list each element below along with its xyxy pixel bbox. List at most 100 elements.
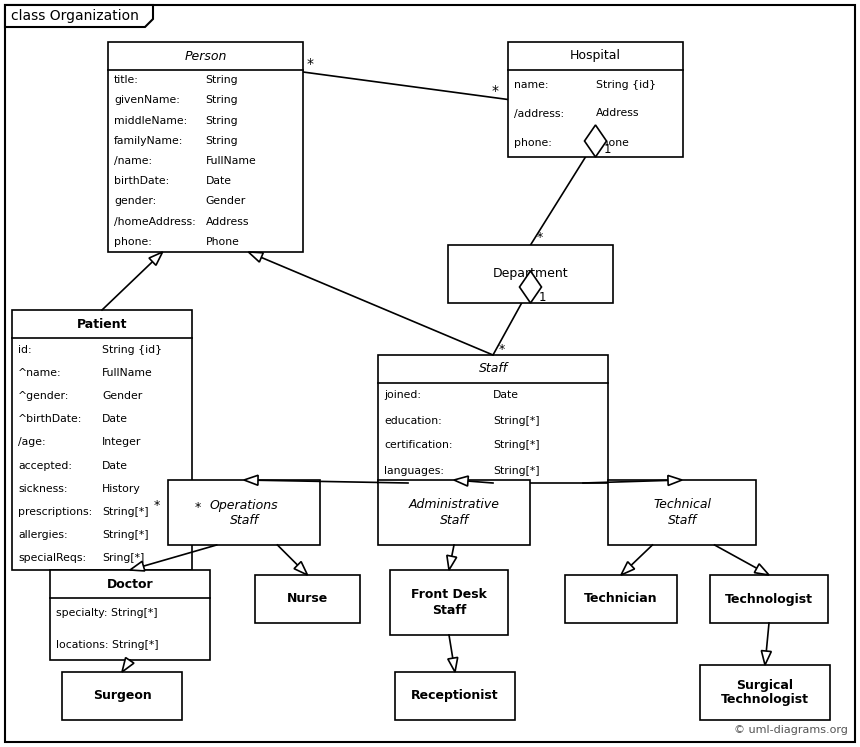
Text: birthDate:: birthDate:: [114, 176, 169, 186]
Text: Date: Date: [102, 461, 128, 471]
Polygon shape: [621, 562, 635, 575]
Text: /homeAddress:: /homeAddress:: [114, 217, 196, 226]
Text: Date: Date: [206, 176, 231, 186]
Text: class Organization: class Organization: [11, 9, 138, 23]
Polygon shape: [130, 561, 144, 571]
Text: Gender: Gender: [206, 196, 246, 206]
Text: name:: name:: [514, 79, 549, 90]
Text: /name:: /name:: [114, 156, 152, 166]
Text: 1: 1: [604, 143, 611, 156]
Text: Surgeon: Surgeon: [93, 689, 151, 702]
Text: String: String: [206, 96, 238, 105]
Text: String[*]: String[*]: [493, 465, 539, 476]
Text: Person: Person: [184, 49, 227, 63]
Polygon shape: [519, 271, 542, 303]
Text: Staff: Staff: [478, 362, 507, 376]
Bar: [12, 310, 192, 570]
Bar: [448, 245, 613, 303]
Text: String {id}: String {id}: [102, 344, 162, 355]
Text: Gender: Gender: [102, 391, 142, 401]
Text: Technician: Technician: [584, 592, 658, 606]
Bar: [378, 480, 530, 545]
Bar: [168, 480, 320, 545]
Text: prescriptions:: prescriptions:: [18, 507, 92, 517]
Polygon shape: [585, 125, 606, 157]
Text: certification:: certification:: [384, 441, 452, 450]
Text: Operations
Staff: Operations Staff: [210, 498, 279, 527]
Polygon shape: [447, 555, 457, 570]
Polygon shape: [454, 476, 469, 486]
Bar: [390, 570, 508, 635]
Text: String {id}: String {id}: [595, 79, 655, 90]
Text: sickness:: sickness:: [18, 484, 67, 494]
Polygon shape: [761, 651, 771, 665]
Text: 1: 1: [538, 291, 546, 304]
Text: *: *: [154, 498, 160, 512]
Text: *: *: [492, 84, 499, 99]
Text: String[*]: String[*]: [493, 415, 539, 426]
Text: Department: Department: [493, 267, 568, 281]
Bar: [508, 42, 683, 157]
Text: allergies:: allergies:: [18, 530, 68, 540]
Text: Surgical
Technologist: Surgical Technologist: [721, 678, 809, 707]
Text: String[*]: String[*]: [102, 507, 149, 517]
Text: © uml-diagrams.org: © uml-diagrams.org: [734, 725, 848, 735]
Text: Phone: Phone: [206, 237, 239, 247]
Text: Address: Address: [595, 108, 639, 119]
Text: Sring[*]: Sring[*]: [102, 554, 144, 563]
Bar: [565, 575, 677, 623]
Text: *: *: [537, 231, 543, 244]
Polygon shape: [149, 252, 163, 265]
Bar: [378, 355, 608, 483]
Polygon shape: [448, 657, 458, 672]
Text: String[*]: String[*]: [102, 530, 149, 540]
Text: id:: id:: [18, 344, 32, 355]
Text: education:: education:: [384, 415, 442, 426]
Text: gender:: gender:: [114, 196, 157, 206]
Text: Doctor: Doctor: [107, 577, 153, 590]
Text: Address: Address: [206, 217, 249, 226]
Text: String: String: [206, 75, 238, 85]
Text: FullName: FullName: [206, 156, 256, 166]
Text: /age:: /age:: [18, 438, 46, 447]
Polygon shape: [754, 564, 769, 575]
Bar: [50, 570, 210, 660]
Text: Date: Date: [493, 391, 519, 400]
Text: Phone: Phone: [595, 137, 630, 147]
Text: History: History: [102, 484, 141, 494]
Polygon shape: [5, 5, 153, 27]
Text: Front Desk
Staff: Front Desk Staff: [411, 589, 487, 616]
Text: givenName:: givenName:: [114, 96, 180, 105]
Text: Receptionist: Receptionist: [411, 689, 499, 702]
Text: languages:: languages:: [384, 465, 444, 476]
Text: accepted:: accepted:: [18, 461, 72, 471]
Text: specialty: String[*]: specialty: String[*]: [56, 609, 157, 619]
Polygon shape: [122, 657, 134, 672]
Text: Integer: Integer: [102, 438, 141, 447]
Text: ^name:: ^name:: [18, 368, 62, 378]
Text: Patient: Patient: [77, 317, 127, 330]
Polygon shape: [244, 475, 258, 486]
Bar: [62, 672, 182, 720]
Bar: [710, 575, 828, 623]
Bar: [108, 42, 303, 252]
Text: String[*]: String[*]: [493, 441, 539, 450]
Text: joined:: joined:: [384, 391, 421, 400]
Text: *: *: [195, 501, 201, 514]
Text: specialReqs:: specialReqs:: [18, 554, 86, 563]
Text: phone:: phone:: [114, 237, 152, 247]
Text: locations: String[*]: locations: String[*]: [56, 639, 158, 649]
Text: /address:: /address:: [514, 108, 564, 119]
Text: String: String: [206, 136, 238, 146]
Text: Hospital: Hospital: [570, 49, 621, 63]
Polygon shape: [249, 252, 263, 262]
Text: phone:: phone:: [514, 137, 552, 147]
Text: title:: title:: [114, 75, 138, 85]
Text: middleName:: middleName:: [114, 116, 187, 125]
Bar: [608, 480, 756, 545]
Text: *: *: [499, 343, 506, 356]
Text: Technical
Staff: Technical Staff: [653, 498, 711, 527]
Text: ^gender:: ^gender:: [18, 391, 70, 401]
Text: Administrative
Staff: Administrative Staff: [408, 498, 500, 527]
Polygon shape: [668, 475, 682, 486]
